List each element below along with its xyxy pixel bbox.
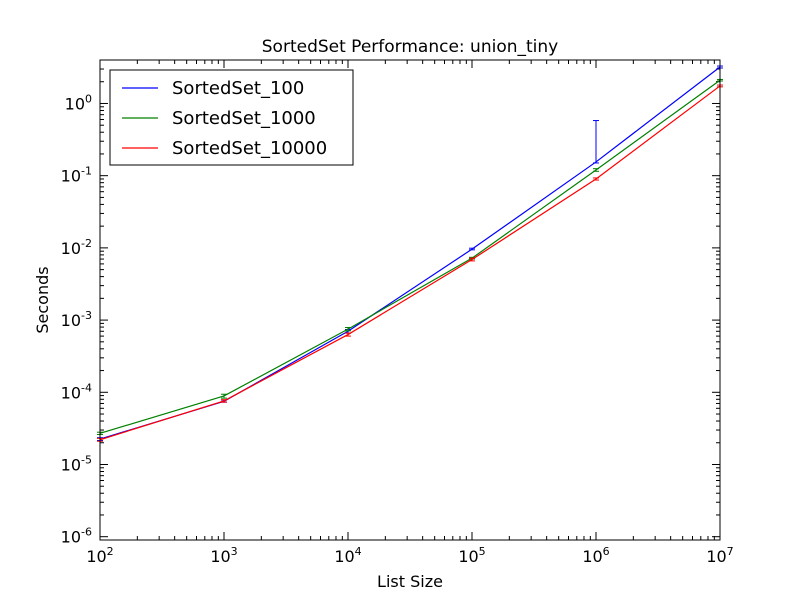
x-tick-label: 102 [86, 545, 113, 566]
y-tick-label: 10-1 [61, 165, 92, 186]
series-line [99, 79, 721, 434]
legend-label: SortedSet_1000 [172, 108, 316, 129]
series-line [99, 85, 721, 441]
y-tick-label: 10-5 [61, 453, 92, 474]
x-tick-label: 105 [458, 545, 485, 566]
x-tick-label: 106 [582, 545, 609, 566]
x-tick-label: 103 [210, 545, 237, 566]
y-tick-label: 10-2 [61, 237, 92, 258]
x-tick-label: 104 [334, 545, 361, 566]
y-tick-label: 10-6 [61, 526, 92, 547]
legend: SortedSet_100 SortedSet_1000 SortedSet_100… [109, 69, 354, 166]
plot-frame [99, 59, 721, 541]
legend-label: SortedSet_10000 [172, 138, 327, 159]
y-axis-label: Seconds [33, 266, 52, 333]
series-2 [97, 78, 723, 436]
y-tick-label: 100 [65, 92, 92, 113]
x-tick-label: 107 [706, 545, 733, 566]
axis-ticks: 102 103 104 105 106 107 10-6 10-5 10-4 10-3 10-2 10… [61, 59, 734, 566]
y-tick-label: 10-4 [61, 381, 92, 402]
legend-label: SortedSet_100 [172, 78, 304, 99]
series-group [97, 65, 723, 442]
y-tick-label: 10-3 [61, 309, 92, 330]
chart-title: SortedSet Performance: union_tiny [262, 37, 558, 57]
x-axis-label: List Size [377, 572, 443, 591]
